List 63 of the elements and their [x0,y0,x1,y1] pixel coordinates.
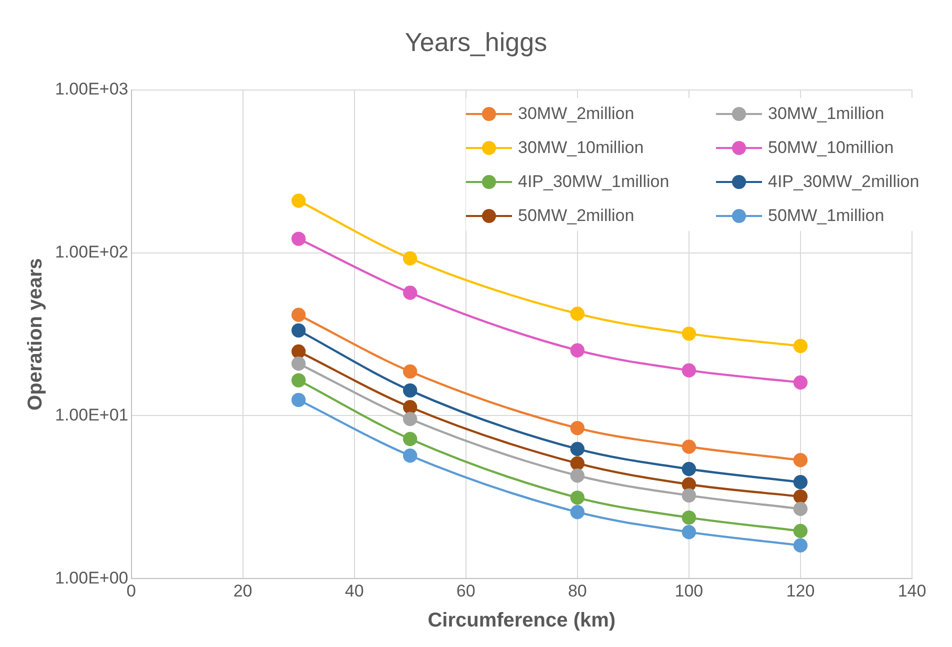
point [291,194,306,208]
point [793,524,808,538]
point [682,477,696,492]
point [682,440,696,454]
point [682,462,696,476]
x-axis-title: Circumference (km) [428,610,616,632]
x-tick-label: 100 [674,581,704,600]
point [570,490,584,505]
x-tick-label: 120 [786,581,815,600]
point [291,323,306,338]
point [793,489,808,504]
point [291,308,306,322]
point [682,488,696,503]
point [570,468,584,483]
legend-label: 4IP_30MW_2million [768,172,920,192]
point [291,344,306,359]
point [403,383,418,398]
point [570,442,584,456]
legend-label: 30MW_10million [518,138,644,158]
legend-label: 50MW_1million [768,206,884,226]
point [403,448,418,463]
point [403,251,418,266]
point [793,502,808,516]
point [682,510,696,525]
point [403,400,418,414]
point [793,375,808,390]
y-tick-label: 1.00E+00 [54,568,128,588]
y-tick-label: 1.00E+03 [54,80,128,99]
point [291,392,306,408]
point [403,412,418,426]
point [793,475,808,490]
legend-label: 50MW_10million [768,138,894,158]
point [793,538,808,552]
chart-title: Years_higgs [404,27,548,58]
point [291,373,306,388]
x-tick-label: 0 [126,581,136,600]
legend-label: 30MW_1million [768,104,884,124]
y-tick-label: 1.00E+02 [54,242,128,262]
point [570,420,584,436]
legend-label: 30MW_2million [518,104,634,124]
point [403,432,418,446]
point [403,364,418,379]
point [570,505,584,520]
point [682,326,696,341]
legend-label: 4IP_30MW_1million [518,172,670,192]
point [793,453,808,468]
point [682,363,696,378]
point [291,232,306,246]
point [291,356,306,371]
point [570,343,584,358]
y-tick-label: 1.00E+01 [54,405,128,424]
y-axis-title: Operation years [24,258,47,410]
point [570,456,584,470]
legend-label: 50MW_2million [518,206,634,226]
point [682,524,696,540]
x-tick-label: 40 [344,581,364,600]
x-tick-label: 140 [898,581,926,600]
x-tick-label: 60 [456,581,476,600]
point [793,338,808,354]
point [403,286,418,300]
x-tick-label: 80 [568,581,587,600]
point [570,306,584,321]
x-tick-label: 20 [233,581,252,600]
